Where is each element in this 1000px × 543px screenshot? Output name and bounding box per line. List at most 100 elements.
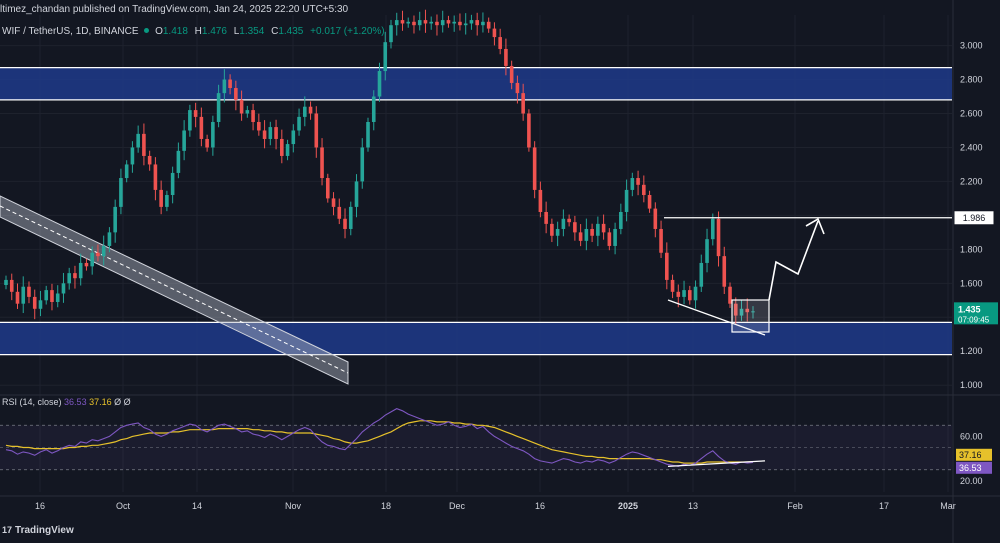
candle-body: [55, 293, 60, 302]
candle-body: [440, 20, 445, 26]
candle-body: [573, 222, 577, 233]
candle-body: [659, 228, 663, 253]
candle-body: [285, 144, 290, 156]
candle-body: [297, 116, 301, 131]
candle-body: [463, 23, 468, 26]
rsi-line: [5, 407, 754, 467]
candle-body: [670, 279, 675, 292]
candle-body: [274, 127, 278, 139]
rsi-ma-line: [5, 420, 754, 464]
candle-body: [607, 232, 612, 246]
candle-body: [435, 21, 439, 26]
candle-body: [613, 228, 617, 246]
candle-body: [429, 21, 434, 24]
candle-body: [73, 273, 77, 279]
time-tick-label: 16: [35, 501, 45, 511]
candle-body: [475, 20, 479, 26]
candle-body: [234, 88, 238, 100]
candle-body: [733, 303, 738, 316]
candle-body: [601, 223, 606, 233]
price-axis[interactable]: 3.0002.8002.6002.4002.2002.0001.8001.600…: [952, 0, 998, 543]
candle-body: [188, 110, 192, 131]
candle-body: [343, 218, 347, 229]
candle-body: [211, 121, 215, 148]
candle-body: [320, 147, 324, 179]
candle-body: [245, 110, 250, 114]
candle-body: [745, 308, 750, 313]
rsi-value: 36.53: [64, 397, 87, 407]
candle-body: [728, 286, 732, 304]
candle-body: [642, 184, 646, 196]
candle-body: [113, 206, 117, 233]
candle-body: [44, 290, 49, 301]
trend-annotations: [664, 217, 952, 336]
candle-body: [452, 21, 456, 24]
candle-body: [84, 262, 89, 267]
time-tick-label: 14: [192, 501, 202, 511]
candle-body: [687, 290, 692, 301]
tradingview-name: TradingView: [15, 525, 74, 536]
rsi-legend-suffix: Ø Ø: [114, 397, 131, 407]
supply-demand-zones: [0, 67, 952, 356]
candle-body: [383, 42, 388, 72]
candle-body: [101, 245, 106, 257]
candle-body: [389, 25, 393, 43]
level-price-tag: [953, 210, 995, 226]
price-tick-label: 1.000: [960, 380, 983, 390]
candle-body: [216, 93, 221, 122]
candle-body: [532, 147, 537, 190]
candle-body: [142, 133, 146, 156]
candle-body: [9, 279, 14, 292]
countdown-label: 07:09:45: [958, 315, 990, 324]
candle-body: [705, 239, 709, 263]
rsi-label[interactable]: RSI (14, close): [2, 397, 62, 407]
candle-body: [348, 206, 353, 229]
published-info: ltimez_chandan published on TradingView.…: [0, 4, 349, 15]
candle-body: [257, 121, 261, 131]
symbol-name[interactable]: WIF / TetherUS, 1D, BINANCE: [2, 26, 139, 37]
candle-body: [251, 110, 255, 122]
level-price-label: 1.986: [963, 213, 986, 223]
close-value: 1.435: [278, 26, 304, 37]
candle-body: [268, 127, 273, 139]
candle-body: [710, 218, 715, 240]
candle-body: [239, 99, 244, 114]
candle-body: [544, 211, 548, 224]
rsi-legend[interactable]: RSI (14, close) 36.53 37.16 Ø Ø: [2, 397, 131, 407]
candle-body: [406, 21, 411, 24]
tradingview-logo[interactable]: 17 TradingView: [2, 525, 74, 536]
candle-body: [584, 228, 589, 241]
candle-body: [90, 252, 94, 267]
candle-body: [67, 273, 72, 284]
candle-body: [147, 155, 152, 165]
high-label: H: [194, 26, 202, 37]
candle-body: [682, 290, 686, 297]
candle-body: [469, 20, 474, 24]
candle-body: [314, 113, 319, 148]
candle-body: [716, 218, 721, 257]
symbol-legend[interactable]: WIF / TetherUS, 1D, BINANCE O1.418 H1.47…: [2, 26, 389, 37]
price-tick-label: 2.400: [960, 142, 983, 152]
candle-body: [303, 106, 307, 117]
candle-body: [360, 147, 365, 182]
candle-body: [165, 195, 169, 207]
candle-body: [291, 130, 296, 145]
time-axis[interactable]: 16 Oct 14 Nov 18 Dec 16 2025 13 Feb 17 Mar: [0, 495, 1000, 511]
projection-arrowhead-icon: [805, 217, 825, 235]
candle-body: [481, 21, 485, 26]
candle-body: [27, 286, 31, 297]
candle-body: [366, 121, 370, 148]
candle-body: [4, 279, 8, 286]
candle-body: [596, 223, 600, 236]
close-label: C: [271, 26, 279, 37]
candle-body: [124, 164, 129, 179]
candle-body: [412, 21, 416, 26]
candle-body: [107, 232, 112, 246]
tradingview-mark-icon: 17: [2, 525, 13, 535]
candle-body: [119, 178, 123, 207]
candle-body: [486, 21, 491, 29]
price-tick-label: 3.000: [960, 41, 983, 51]
candle-body: [676, 291, 681, 297]
